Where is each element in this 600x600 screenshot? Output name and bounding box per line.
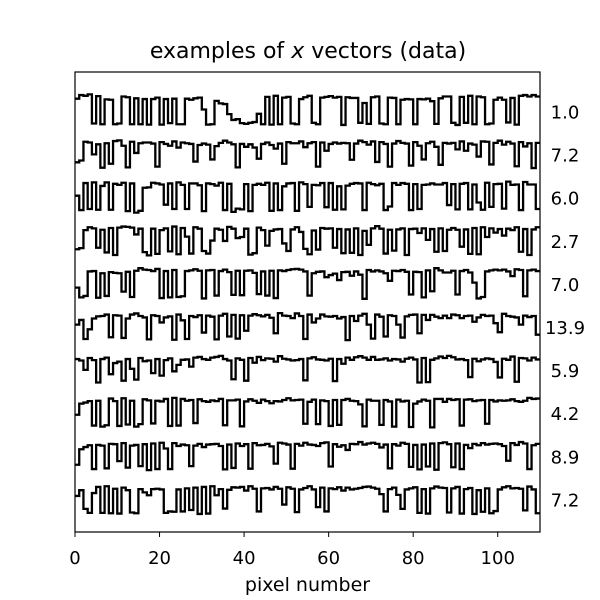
x-axis-ticks: 0 20 40 60 80 100 (69, 532, 515, 569)
x-tick-label: 0 (69, 548, 80, 569)
series-line-2 (75, 139, 540, 170)
chart-title: examples of x vectors (data) (150, 39, 466, 64)
row-label-10: 7.2 (551, 490, 580, 511)
x-tick-label: 20 (148, 548, 171, 569)
row-label-5: 7.0 (551, 275, 580, 296)
row-label-1: 1.0 (551, 103, 580, 124)
series-line-3 (75, 180, 540, 214)
series-line-5 (75, 267, 540, 300)
series-line-10 (75, 485, 540, 516)
x-tick-label: 100 (481, 548, 515, 569)
row-label-3: 6.0 (551, 189, 580, 210)
row-label-9: 8.9 (551, 447, 580, 468)
x-tick-label: 80 (402, 548, 425, 569)
plot-frame (74, 71, 541, 533)
row-label-7: 5.9 (551, 361, 580, 382)
x-tick-label: 40 (233, 548, 256, 569)
row-label-4: 2.7 (551, 232, 580, 253)
series-line-1 (75, 93, 540, 127)
series-line-8 (75, 396, 540, 429)
series-layer (75, 93, 540, 516)
series-line-4 (75, 225, 540, 257)
row-label-6: 13.9 (545, 318, 585, 339)
series-line-9 (75, 440, 540, 472)
row-labels: 1.0 7.2 6.0 2.7 7.0 13.9 5.9 4.2 8.9 7.2 (545, 103, 585, 512)
x-axis-label: pixel number (245, 574, 370, 596)
series-line-7 (75, 354, 540, 384)
series-line-6 (75, 311, 540, 342)
row-label-2: 7.2 (551, 146, 580, 167)
x-tick-label: 60 (317, 548, 340, 569)
row-label-8: 4.2 (551, 404, 580, 425)
